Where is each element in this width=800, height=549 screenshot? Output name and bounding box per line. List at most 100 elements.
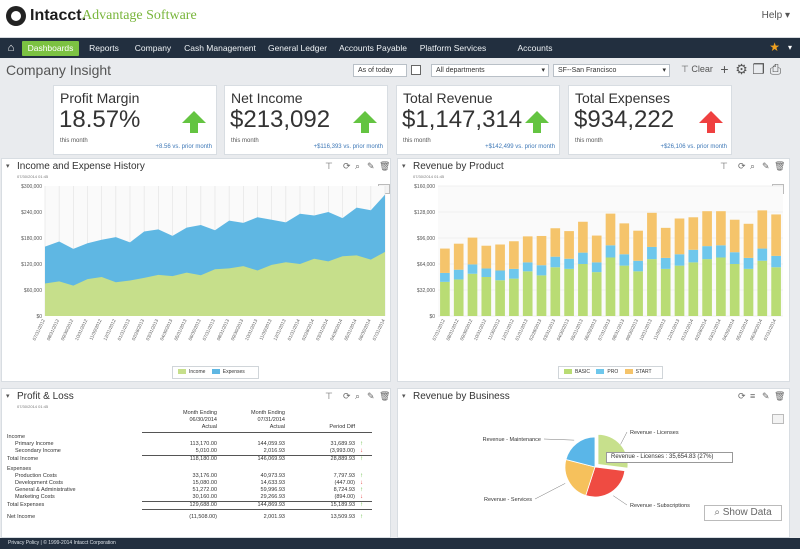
filter-icon[interactable]: ⊤ bbox=[325, 391, 333, 401]
edit-icon[interactable]: ✎ bbox=[762, 391, 770, 401]
favorites-star-icon[interactable]: ★ bbox=[769, 40, 780, 54]
table-row: Production Costs 33,176.00 40,973.93 7,797.… bbox=[7, 473, 382, 480]
x-tick-label: 12/31/2013 bbox=[272, 318, 286, 341]
collapse-chevron-icon[interactable]: ▾ bbox=[6, 163, 10, 170]
pie-tooltip: Revenue - Licenses : 35,654.83 (27%) bbox=[606, 452, 733, 463]
clear-label: Clear bbox=[691, 64, 713, 74]
gear-icon[interactable]: ⚙ bbox=[735, 61, 748, 77]
revenue-product-panel: ▾ Revenue by Product 07/30/2014 01:45 ⊤ … bbox=[397, 158, 790, 382]
filter-icon[interactable]: ⊤ bbox=[325, 161, 333, 171]
x-tick-label: 03/31/2013 bbox=[542, 318, 556, 341]
tab-cash-management[interactable]: Cash Management bbox=[184, 43, 256, 53]
bar-start bbox=[509, 241, 519, 269]
bar-pro bbox=[729, 252, 740, 264]
pie-label: Revenue - Maintenance bbox=[483, 437, 541, 443]
tab-accounts-receivable[interactable]: Accounts Receivable bbox=[514, 43, 556, 68]
export-icon[interactable] bbox=[772, 414, 784, 424]
refresh-icon[interactable]: ⟳ bbox=[343, 161, 351, 171]
search-icon[interactable]: ⌕ bbox=[750, 161, 756, 171]
delete-icon[interactable]: 🗑 bbox=[379, 161, 391, 171]
edit-icon[interactable]: ✎ bbox=[367, 161, 375, 171]
kpi-profit-margin[interactable]: Profit Margin 18.57% this month +8.56 vs… bbox=[53, 85, 217, 155]
cell-jul-2014: 144,869.93 bbox=[257, 502, 285, 508]
cell-jun-2014: 33,176.00 bbox=[192, 473, 217, 479]
kpi-delta: +8.56 vs. prior month bbox=[155, 144, 212, 150]
home-icon[interactable]: ⌂ bbox=[7, 42, 15, 54]
table-row: Total Income 118,180.00 146,069.93 28,889.9… bbox=[7, 456, 382, 463]
search-icon[interactable]: ⌕ bbox=[355, 391, 361, 401]
x-tick-label: 09/30/2013 bbox=[230, 318, 244, 341]
bar-start bbox=[660, 227, 671, 258]
edit-icon[interactable]: ✎ bbox=[367, 391, 375, 401]
pie-leader-line bbox=[534, 483, 566, 500]
bar-start bbox=[522, 236, 533, 263]
bar-pro bbox=[440, 272, 450, 282]
x-tick-label: 08/31/2013 bbox=[611, 318, 625, 341]
cell-jun-2014: 51,272.00 bbox=[192, 487, 217, 493]
x-tick-label: 08/31/2012 bbox=[46, 318, 60, 341]
tab-dashboards[interactable]: Dashboards bbox=[22, 41, 79, 56]
refresh-icon[interactable]: ⟳ bbox=[738, 161, 746, 171]
x-tick-label: 12/31/2012 bbox=[501, 318, 515, 341]
bar-pro bbox=[522, 262, 533, 272]
collapse-chevron-icon[interactable]: ▾ bbox=[402, 163, 406, 170]
kpi-total-expenses[interactable]: Total Expenses $934,222 this month +$26,… bbox=[568, 85, 732, 155]
bar-basic bbox=[550, 267, 561, 316]
table-row: Primary Income 113,170.00 144,059.93 31,689… bbox=[7, 441, 382, 448]
cell-period-diff: 31,689.93 bbox=[330, 441, 355, 447]
refresh-icon[interactable]: ⟳ bbox=[738, 391, 746, 401]
x-tick-label: 09/30/2012 bbox=[60, 318, 74, 341]
bar-basic bbox=[702, 259, 712, 316]
refresh-icon[interactable]: ⟳ bbox=[343, 391, 351, 401]
as-of-date-input[interactable]: As of today bbox=[353, 64, 407, 77]
copy-icon[interactable]: ❐ bbox=[752, 61, 765, 77]
collapse-chevron-icon[interactable]: ▾ bbox=[6, 393, 10, 400]
chevron-down-icon[interactable]: ▾ bbox=[787, 43, 792, 52]
bar-start bbox=[743, 223, 754, 258]
y-tick-label: $300,000 bbox=[21, 184, 42, 190]
edit-icon[interactable]: ✎ bbox=[762, 161, 770, 171]
help-link[interactable]: Help ▾ bbox=[761, 10, 790, 21]
tab-company[interactable]: Company bbox=[134, 43, 172, 53]
y-tick-label: $240,000 bbox=[21, 210, 42, 216]
x-tick-label: 02/28/2013 bbox=[528, 318, 542, 341]
print-icon[interactable]: ⎙ bbox=[769, 61, 782, 77]
bar-start bbox=[619, 223, 630, 255]
column-header: Month Ending bbox=[183, 410, 217, 416]
delete-icon[interactable]: 🗑 bbox=[774, 391, 786, 401]
kpi-total-revenue[interactable]: Total Revenue $1,147,314 this month +$14… bbox=[396, 85, 560, 155]
department-select[interactable]: All departments bbox=[431, 64, 549, 77]
tab-reports[interactable]: Reports bbox=[89, 43, 119, 53]
location-select[interactable]: SF--San Francisco bbox=[553, 64, 670, 77]
collapse-chevron-icon[interactable]: ▾ bbox=[402, 393, 406, 400]
add-icon[interactable]: + bbox=[720, 61, 729, 77]
bar-pro bbox=[509, 268, 519, 279]
delete-icon[interactable]: 🗑 bbox=[379, 391, 391, 401]
pie-slice-subscriptions bbox=[585, 466, 626, 498]
filter-icon[interactable]: ⊤ bbox=[720, 161, 728, 171]
bar-start bbox=[605, 213, 616, 246]
bar-basic bbox=[467, 273, 478, 316]
tab-platform-services[interactable]: Platform Services bbox=[419, 43, 487, 53]
calendar-icon[interactable] bbox=[411, 65, 421, 75]
panel-title: Revenue by Product bbox=[413, 161, 504, 172]
header-row: Month Ending Month Ending bbox=[7, 410, 382, 417]
bar-basic bbox=[564, 268, 574, 316]
bar-basic bbox=[578, 264, 588, 316]
tab-general-ledger[interactable]: General Ledger bbox=[267, 43, 328, 53]
kpi-net-income[interactable]: Net Income $213,092 this month +$116,393… bbox=[224, 85, 388, 155]
bar-start bbox=[702, 211, 712, 247]
kpi-title: Net Income bbox=[231, 90, 303, 106]
tab-accounts-payable[interactable]: Accounts Payable bbox=[338, 43, 408, 53]
legend-basic: BASIC bbox=[575, 369, 591, 375]
clear-filter-button[interactable]: ⊤ Clear bbox=[681, 64, 713, 74]
list-icon[interactable]: ≡ bbox=[750, 391, 756, 401]
y-tick-label: $60,000 bbox=[24, 288, 42, 294]
divider bbox=[142, 432, 372, 433]
cell-jul-2014: 2,016.93 bbox=[263, 448, 285, 454]
delete-icon[interactable]: 🗑 bbox=[774, 161, 786, 171]
show-data-button[interactable]: ⌕ Show Data bbox=[704, 505, 782, 521]
search-icon[interactable]: ⌕ bbox=[355, 161, 361, 171]
bar-start bbox=[633, 230, 643, 261]
x-tick-label: 01/31/2013 bbox=[117, 318, 131, 341]
